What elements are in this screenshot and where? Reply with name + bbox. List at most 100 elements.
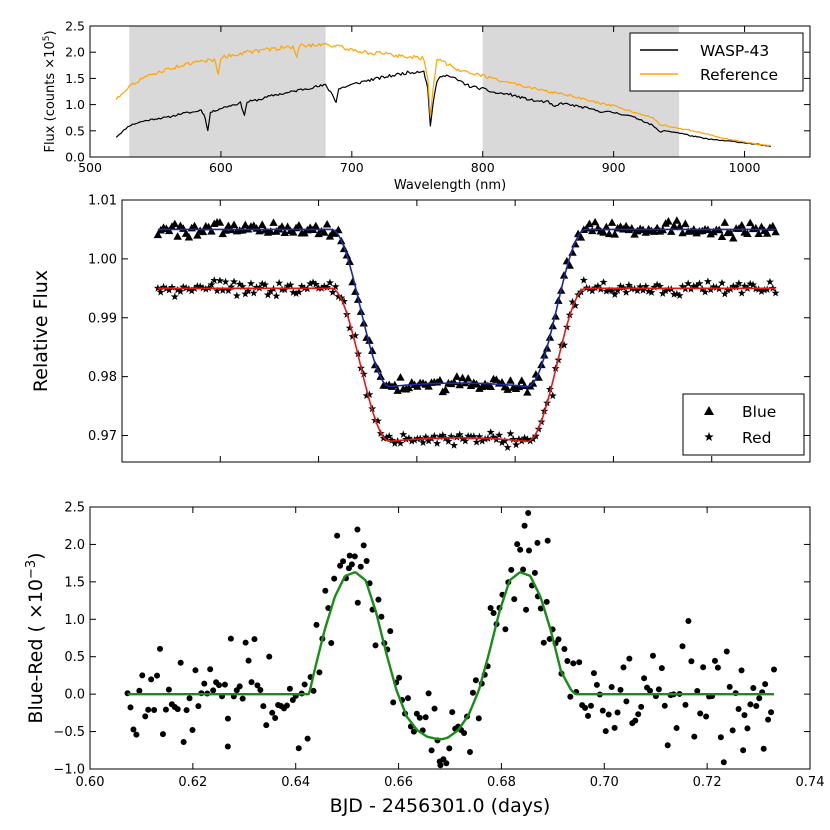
lightcurve-frame xyxy=(121,199,811,463)
data-point-outlier xyxy=(436,758,443,765)
data-point-outlier xyxy=(534,539,541,546)
data-point-red xyxy=(763,285,772,293)
data-point xyxy=(331,575,338,582)
y-tick-label: 0.5 xyxy=(64,650,85,665)
data-point xyxy=(472,677,479,684)
data-point xyxy=(605,711,612,718)
data-point xyxy=(585,712,592,719)
data-point-outlier xyxy=(544,537,551,544)
data-point xyxy=(608,684,615,691)
x-axis-label: Wavelength (nm) xyxy=(394,178,506,193)
data-point xyxy=(428,747,435,754)
data-point-blue xyxy=(506,376,515,384)
data-point-red xyxy=(655,282,664,290)
data-point-red xyxy=(718,278,726,287)
data-point xyxy=(340,558,347,565)
data-point xyxy=(720,759,727,766)
data-point xyxy=(269,709,276,716)
data-point-blue xyxy=(322,219,332,228)
data-point xyxy=(520,566,527,573)
data-point xyxy=(685,618,692,625)
data-point xyxy=(682,701,689,708)
data-point-blue xyxy=(604,229,614,238)
data-point-red xyxy=(672,289,681,298)
legend-label: WASP-43 xyxy=(700,42,769,60)
data-point-red xyxy=(351,331,360,340)
data-point xyxy=(587,702,594,709)
x-axis-label: BJD - 2456301.0 (days) xyxy=(330,795,551,817)
data-point-red xyxy=(489,432,498,441)
data-point-red xyxy=(757,287,766,295)
data-point xyxy=(272,714,279,721)
data-point-blue xyxy=(768,221,777,230)
data-point xyxy=(165,686,172,693)
data-point-red xyxy=(261,280,270,289)
y-tick-label: 1.00 xyxy=(88,252,117,267)
data-point-blue xyxy=(435,376,445,384)
data-point-red xyxy=(275,278,284,287)
y-tick-label: −1.0 xyxy=(53,763,85,778)
data-point xyxy=(567,693,574,700)
data-point-red xyxy=(661,286,670,295)
data-point-blue xyxy=(455,380,464,389)
x-tick-label: 0.68 xyxy=(487,775,516,790)
data-point xyxy=(180,739,187,746)
lightcurve-panel: 0.97 0.98 0.99 1.00 1.01 Relative Flux Blue Red xyxy=(30,194,811,463)
data-point-blue xyxy=(190,221,199,230)
data-point xyxy=(242,639,249,646)
data-point xyxy=(661,702,668,709)
data-point xyxy=(623,698,630,705)
data-point-red xyxy=(506,429,515,438)
data-point xyxy=(431,705,438,712)
data-point-red xyxy=(712,283,721,291)
data-point-red xyxy=(433,439,442,447)
data-point-red xyxy=(616,282,625,290)
data-point xyxy=(390,699,397,706)
y-tick-label: 1.5 xyxy=(65,71,85,86)
data-point xyxy=(360,542,367,549)
data-point-red xyxy=(320,282,329,290)
spectrum-frame xyxy=(89,25,811,158)
data-point xyxy=(514,541,521,548)
data-point-blue xyxy=(576,233,586,241)
data-point-red xyxy=(613,286,622,294)
data-point-red xyxy=(734,279,743,287)
data-point-red xyxy=(365,390,374,399)
data-point xyxy=(221,681,228,688)
data-point-red xyxy=(238,282,247,290)
data-point-red xyxy=(289,288,298,296)
data-point xyxy=(363,557,370,564)
data-point xyxy=(679,643,686,650)
data-point xyxy=(443,760,450,767)
data-point xyxy=(717,734,724,741)
data-point-red xyxy=(732,283,741,291)
data-point xyxy=(511,596,518,603)
data-point-red xyxy=(334,292,343,300)
data-point-red xyxy=(695,279,704,288)
data-point xyxy=(257,686,264,693)
data-point xyxy=(502,626,509,633)
data-point-red xyxy=(599,278,608,286)
data-point xyxy=(387,628,394,635)
data-point-red xyxy=(560,340,569,349)
data-point xyxy=(236,683,243,690)
data-point-red xyxy=(328,288,337,296)
data-point xyxy=(647,687,654,694)
data-point-red xyxy=(523,435,532,443)
data-point-blue xyxy=(184,232,194,241)
data-point-red xyxy=(579,276,588,284)
data-point-blue xyxy=(762,229,772,237)
fit-line-red xyxy=(157,287,776,443)
data-point xyxy=(295,745,302,752)
data-point-red xyxy=(159,282,168,291)
data-point-red xyxy=(388,436,396,444)
data-point-blue xyxy=(269,218,278,226)
data-point-red xyxy=(244,286,253,295)
data-point-red xyxy=(331,282,340,291)
data-point xyxy=(348,561,355,568)
data-point-red xyxy=(475,432,484,441)
data-point-blue xyxy=(311,221,321,230)
data-point-red xyxy=(230,277,239,286)
data-point-red xyxy=(650,283,659,291)
